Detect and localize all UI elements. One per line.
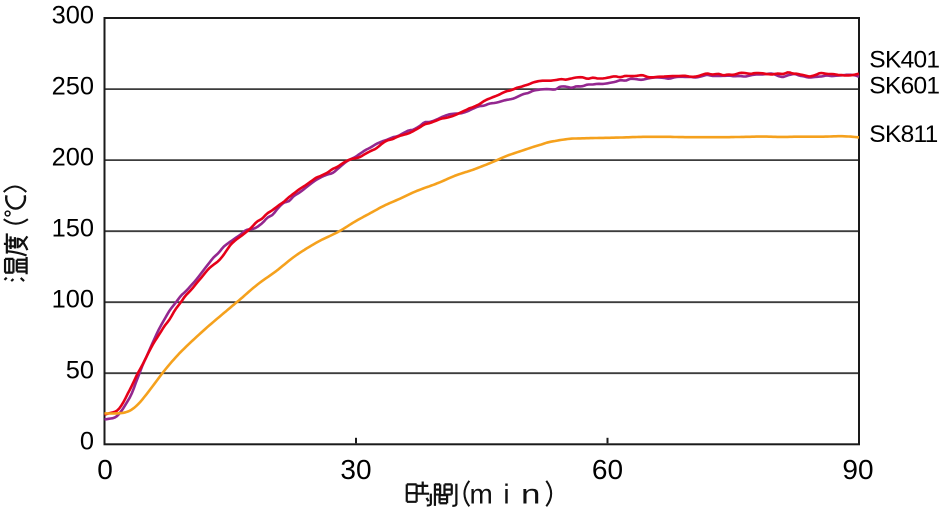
svg-text:n: n [521,478,540,510]
svg-text:m: m [470,478,493,509]
svg-text:0: 0 [97,454,113,485]
svg-text:30: 30 [340,454,371,485]
svg-text:200: 200 [52,144,94,172]
svg-text:SK601: SK601 [869,73,939,100]
svg-text:SK811: SK811 [869,121,937,148]
svg-text:60: 60 [592,454,623,485]
svg-text:i: i [503,478,509,509]
svg-text:0: 0 [80,428,94,456]
svg-text:SK401: SK401 [869,47,939,74]
svg-text:100: 100 [52,286,94,314]
svg-text:150: 150 [52,215,94,243]
svg-text:300: 300 [52,1,94,29]
svg-text:50: 50 [66,357,94,385]
svg-text:250: 250 [52,73,94,101]
svg-text:90: 90 [842,454,873,485]
